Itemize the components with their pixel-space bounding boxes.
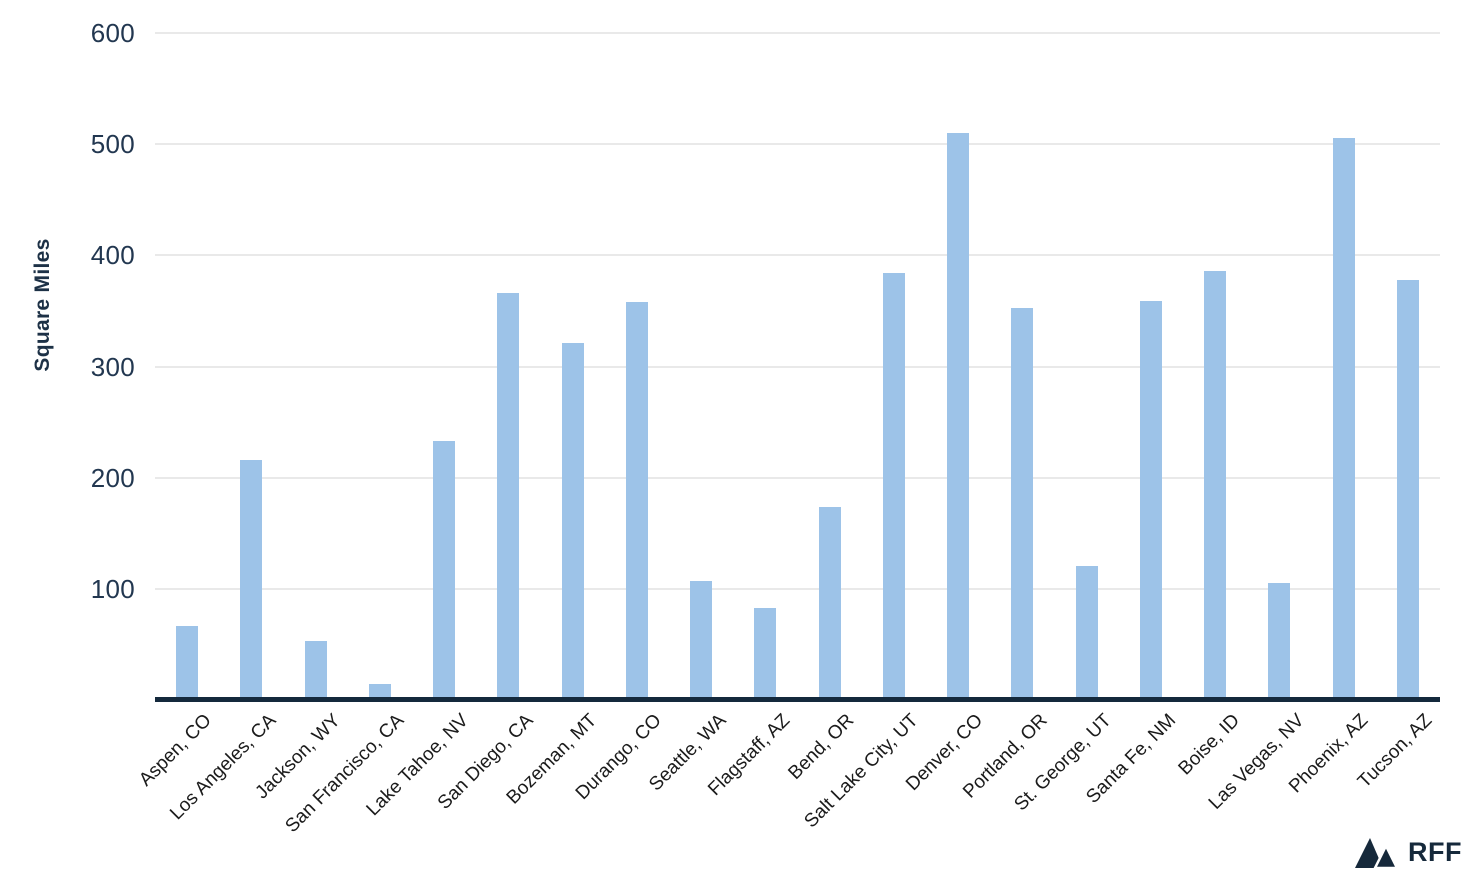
- bar-slot: [219, 33, 283, 700]
- bar-slot: [1119, 33, 1183, 700]
- bar-slot: [990, 33, 1054, 700]
- bar-Seattle, WA: [690, 581, 713, 700]
- bar-slot: [1183, 33, 1247, 700]
- gridline-400: [155, 254, 1440, 257]
- bar-Portland, OR: [1011, 307, 1034, 700]
- bar-Boise, ID: [1204, 270, 1227, 700]
- y-tick-label-100: 100: [90, 573, 135, 604]
- gridline-200: [155, 476, 1440, 479]
- x-tick-label-Salt Lake City, UT: Salt Lake City, UT: [800, 710, 923, 833]
- bar-Denver, CO: [947, 133, 970, 700]
- bar-San Francisco, CA: [368, 684, 391, 700]
- bar-slot: [733, 33, 797, 700]
- bar-Phoenix, AZ: [1332, 137, 1355, 700]
- bar-Aspen, CO: [176, 625, 199, 700]
- x-axis-line: [155, 697, 1440, 702]
- bar-slot: [348, 33, 412, 700]
- gridline-300: [155, 365, 1440, 368]
- y-tick-label-200: 200: [90, 462, 135, 493]
- bar-slot: [1247, 33, 1311, 700]
- bar-San Diego, CA: [497, 293, 520, 700]
- x-axis-tick-labels: Aspen, CO Los Angeles, CA Jackson, WY San F…: [135, 710, 1440, 850]
- y-axis-tick-labels: 100 200 300 400 500 600: [0, 20, 135, 700]
- bar-slot: [798, 33, 862, 700]
- gridline-100: [155, 587, 1440, 590]
- bar-slot: [669, 33, 733, 700]
- y-tick-label-400: 400: [90, 240, 135, 271]
- x-tick-label-San Francisco, CA: San Francisco, CA: [281, 710, 409, 837]
- bars: [155, 33, 1440, 700]
- bar-slot: [605, 33, 669, 700]
- plot-area: [155, 32, 1440, 702]
- rff-logo-mountains-icon: [1355, 837, 1399, 868]
- bar-Las Vegas, NV: [1268, 583, 1291, 700]
- bar-slot: [541, 33, 605, 700]
- bar-Los Angeles, CA: [240, 459, 263, 700]
- y-tick-label-600: 600: [90, 18, 135, 48]
- bar-slot: [926, 33, 990, 700]
- bar-Bend, OR: [818, 506, 841, 700]
- bar-Jackson, WY: [304, 641, 327, 700]
- bar-slot: [476, 33, 540, 700]
- bar-Tucson, AZ: [1396, 279, 1419, 700]
- bar-Bozeman, MT: [561, 343, 584, 700]
- bar-slot: [1312, 33, 1376, 700]
- bar-slot: [1376, 33, 1440, 700]
- gridline-500: [155, 143, 1440, 146]
- bar-slot: [155, 33, 219, 700]
- rff-logo-text: RFF: [1408, 837, 1462, 867]
- bar-slot: [862, 33, 926, 700]
- rff-logo: RFF: [1355, 837, 1462, 868]
- gridline-600: [155, 32, 1440, 34]
- bar-Lake Tahoe, NV: [433, 440, 456, 700]
- bar-slot: [412, 33, 476, 700]
- bar-St. George, UT: [1075, 565, 1098, 700]
- bar-Flagstaff, AZ: [754, 607, 777, 700]
- bar-Durango, CO: [625, 302, 648, 700]
- y-tick-label-300: 300: [90, 351, 135, 382]
- bar-slot: [284, 33, 348, 700]
- y-tick-label-500: 500: [90, 129, 135, 160]
- bar-slot: [1055, 33, 1119, 700]
- bar-Salt Lake City, UT: [882, 273, 905, 700]
- bar-Santa Fe, NM: [1139, 300, 1162, 700]
